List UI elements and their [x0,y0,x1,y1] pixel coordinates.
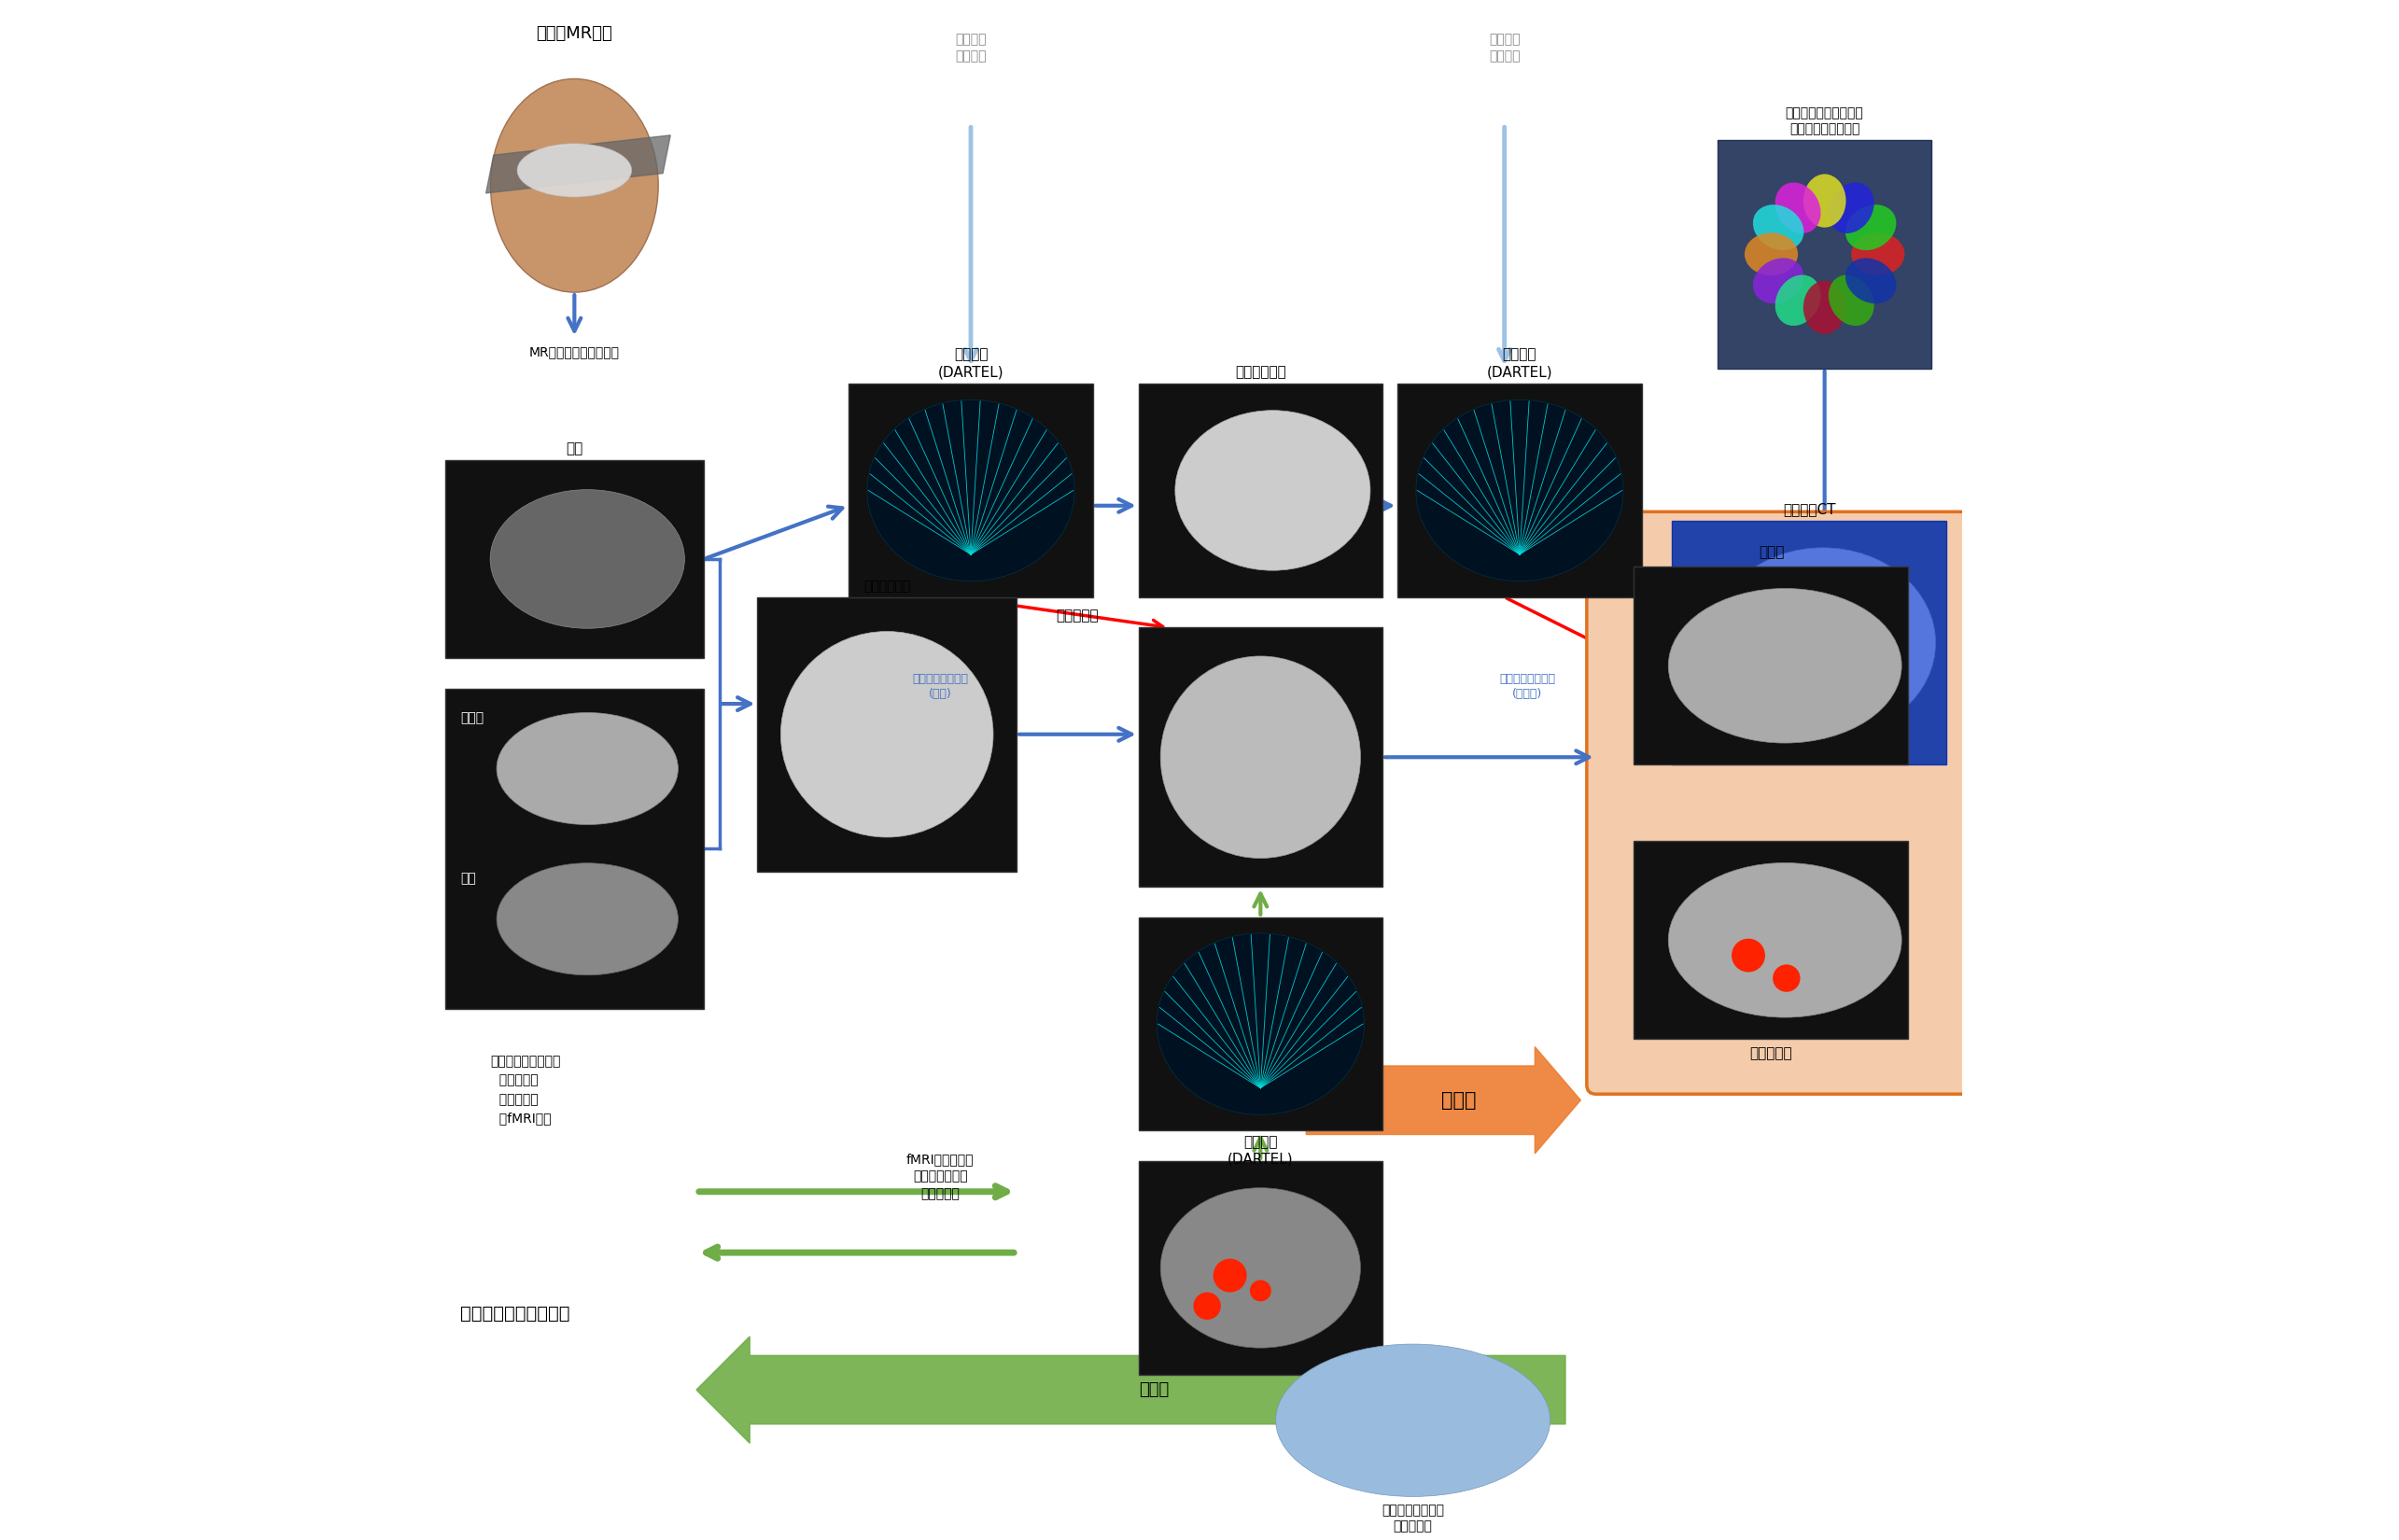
Ellipse shape [1161,1187,1360,1348]
FancyBboxPatch shape [1140,383,1382,598]
Text: 白質: 白質 [461,872,475,884]
Ellipse shape [866,400,1075,581]
Text: メタアナリシスデータ: メタアナリシスデータ [461,1304,569,1323]
Text: 標準化された空間
（標準脳）: 標準化された空間 （標準脳） [1382,1505,1444,1532]
Text: 平均脳形状: 平均脳形状 [1056,608,1099,624]
Ellipse shape [1828,274,1874,326]
Ellipse shape [1845,205,1895,249]
Circle shape [1732,938,1766,972]
Ellipse shape [1710,548,1936,738]
Ellipse shape [1804,280,1845,334]
Circle shape [1214,1258,1247,1292]
Text: 逆推論: 逆推論 [1140,1381,1168,1398]
Circle shape [1773,964,1799,992]
FancyBboxPatch shape [1399,383,1641,598]
Ellipse shape [1276,1344,1550,1497]
Text: 旧人復元CT: 旧人復元CT [1782,502,1835,516]
FancyBboxPatch shape [1634,567,1910,765]
FancyBboxPatch shape [1140,1161,1382,1375]
Text: 形状変換
(DARTEL): 形状変換 (DARTEL) [1228,1135,1293,1167]
Ellipse shape [1845,259,1895,303]
FancyBboxPatch shape [1634,841,1910,1040]
Ellipse shape [1828,182,1874,234]
Ellipse shape [1156,933,1365,1115]
FancyBboxPatch shape [1718,140,1931,368]
Ellipse shape [1852,233,1905,276]
Text: 形状変換
(DARTEL): 形状変換 (DARTEL) [1487,348,1552,379]
Text: 化石脳: 化石脳 [1758,545,1785,559]
Ellipse shape [1161,656,1360,858]
Ellipse shape [1176,410,1370,570]
FancyBboxPatch shape [1140,918,1382,1130]
Text: 形状変換
(DARTEL): 形状変換 (DARTEL) [938,348,1003,379]
Ellipse shape [1667,588,1902,742]
Ellipse shape [1667,862,1902,1018]
Text: MR画像を組織毎に分割: MR画像を組織毎に分割 [530,345,619,359]
FancyBboxPatch shape [1586,511,1972,1093]
FancyBboxPatch shape [1140,628,1382,887]
Text: 拘束条件
事前分布: 拘束条件 事前分布 [955,32,986,62]
Ellipse shape [1754,259,1804,303]
Text: コンピュータ上で再構
成された旧人の頭蓋: コンピュータ上で再構 成された旧人の頭蓋 [1785,108,1864,136]
Circle shape [1250,1280,1271,1301]
Text: 平均頭蓋形状: 平均頭蓋形状 [1235,365,1286,379]
Ellipse shape [1415,400,1624,581]
Ellipse shape [1775,182,1821,234]
FancyBboxPatch shape [1672,521,1946,765]
Text: 順推論: 順推論 [1442,1090,1475,1109]
Text: 化石脳活動: 化石脳活動 [1749,1047,1792,1061]
FancyBboxPatch shape [444,460,703,658]
Ellipse shape [780,631,993,838]
Ellipse shape [518,143,631,197]
Text: 頭蓋: 頭蓋 [566,442,583,456]
FancyBboxPatch shape [849,383,1094,598]
Text: 創造的社会における
  ・個体学習
  ・社会学習
  のfMRI実験: 創造的社会における ・個体学習 ・社会学習 のfMRI実験 [489,1055,561,1126]
Ellipse shape [497,713,679,824]
Polygon shape [487,136,669,192]
Text: fMRI研究により
得られた脳活動
地図データ: fMRI研究により 得られた脳活動 地図データ [907,1152,974,1200]
Text: 灰白質: 灰白質 [461,711,485,724]
FancyBboxPatch shape [444,688,703,1009]
FancyArrow shape [696,1337,1567,1443]
Text: パラメータの適応
(逆変換): パラメータの適応 (逆変換) [1499,673,1555,701]
Ellipse shape [1804,174,1845,228]
Ellipse shape [497,862,679,975]
Text: パラメータの適応
(変換): パラメータの適応 (変換) [912,673,969,701]
Ellipse shape [1744,233,1797,276]
FancyBboxPatch shape [758,598,1017,872]
Ellipse shape [489,490,684,628]
Text: 再構成した脳: 再構成した脳 [864,579,909,593]
Ellipse shape [1754,205,1804,249]
Ellipse shape [1775,274,1821,326]
FancyArrow shape [1305,1047,1581,1153]
Circle shape [1192,1292,1221,1320]
Text: 現代人MR画像: 現代人MR画像 [537,26,612,42]
Text: 拘束条件
事前分布: 拘束条件 事前分布 [1490,32,1521,62]
Ellipse shape [489,79,657,293]
